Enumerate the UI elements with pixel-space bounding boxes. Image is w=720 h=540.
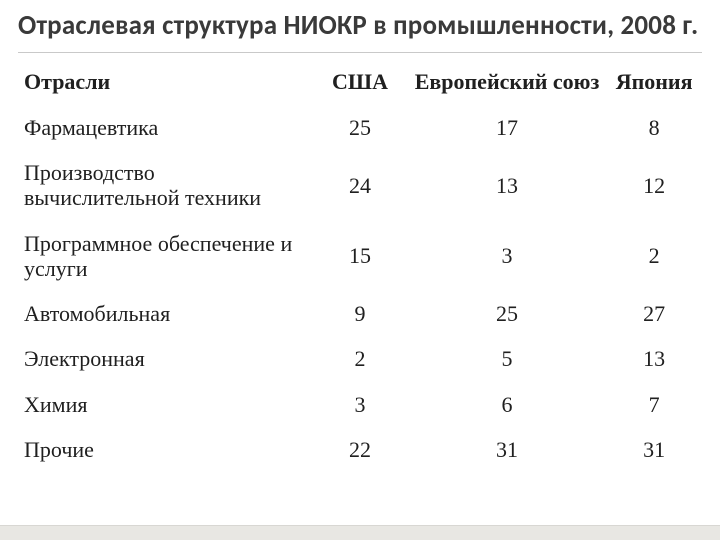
- page-title: Отраслевая структура НИОКР в промышленно…: [18, 10, 702, 42]
- cell-eu: 17: [408, 105, 606, 150]
- cell-industry: Программное обеспечение и услуги: [18, 221, 312, 292]
- cell-usa: 24: [312, 150, 408, 221]
- table-row: Химия 3 6 7: [18, 382, 702, 427]
- cell-japan: 8: [606, 105, 702, 150]
- col-header-industry: Отрасли: [18, 63, 312, 104]
- cell-eu: 31: [408, 427, 606, 472]
- cell-usa: 2: [312, 336, 408, 381]
- table-row: Электронная 2 5 13: [18, 336, 702, 381]
- cell-japan: 31: [606, 427, 702, 472]
- slide: Отраслевая структура НИОКР в промышленно…: [0, 0, 720, 540]
- cell-industry: Химия: [18, 382, 312, 427]
- cell-japan: 7: [606, 382, 702, 427]
- cell-japan: 2: [606, 221, 702, 292]
- cell-usa: 22: [312, 427, 408, 472]
- table-row: Программное обеспечение и услуги 15 3 2: [18, 221, 702, 292]
- col-header-usa: США: [312, 63, 408, 104]
- table-row: Производство вычислительной техники 24 1…: [18, 150, 702, 221]
- title-underline: [18, 52, 702, 53]
- col-header-eu: Европейский союз: [408, 63, 606, 104]
- table-row: Автомобильная 9 25 27: [18, 291, 702, 336]
- table-header-row: Отрасли США Европейский союз Япония: [18, 63, 702, 104]
- cell-usa: 3: [312, 382, 408, 427]
- footer-bar: [0, 525, 720, 540]
- table-row: Фармацевтика 25 17 8: [18, 105, 702, 150]
- col-header-japan: Япония: [606, 63, 702, 104]
- cell-eu: 25: [408, 291, 606, 336]
- cell-industry: Электронная: [18, 336, 312, 381]
- cell-usa: 25: [312, 105, 408, 150]
- cell-japan: 12: [606, 150, 702, 221]
- cell-usa: 15: [312, 221, 408, 292]
- rd-structure-table: Отрасли США Европейский союз Япония Фарм…: [18, 63, 702, 472]
- cell-industry: Фармацевтика: [18, 105, 312, 150]
- cell-industry: Автомобильная: [18, 291, 312, 336]
- cell-japan: 27: [606, 291, 702, 336]
- cell-japan: 13: [606, 336, 702, 381]
- cell-eu: 13: [408, 150, 606, 221]
- table-row: Прочие 22 31 31: [18, 427, 702, 472]
- cell-eu: 5: [408, 336, 606, 381]
- cell-industry: Производство вычислительной техники: [18, 150, 312, 221]
- cell-usa: 9: [312, 291, 408, 336]
- cell-eu: 3: [408, 221, 606, 292]
- cell-eu: 6: [408, 382, 606, 427]
- cell-industry: Прочие: [18, 427, 312, 472]
